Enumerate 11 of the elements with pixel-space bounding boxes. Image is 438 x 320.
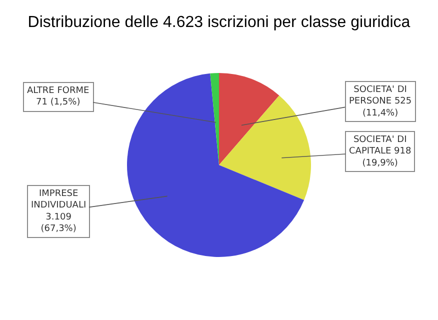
slice-label: SOCIETA' DI CAPITALE 918 (19,9%)	[349, 135, 412, 168]
slice-label: ALTRE FORME	[27, 86, 90, 96]
slice-label: IMPRESE INDIVIDUALI	[31, 189, 86, 211]
slice-label: SOCIETA' DI PERSONE 525 (11,4%)	[349, 85, 412, 118]
pie-slice	[210, 73, 219, 165]
pie-slice	[219, 95, 311, 200]
data-label: 71 (1,5%)	[36, 98, 80, 108]
pie-slice	[219, 73, 280, 165]
data-label: 3.109 (67,3%)	[40, 212, 76, 234]
pie-slice	[127, 73, 304, 257]
chart-title: Distribuzione delle 4.623 iscrizioni per classe giuridica	[28, 14, 410, 32]
